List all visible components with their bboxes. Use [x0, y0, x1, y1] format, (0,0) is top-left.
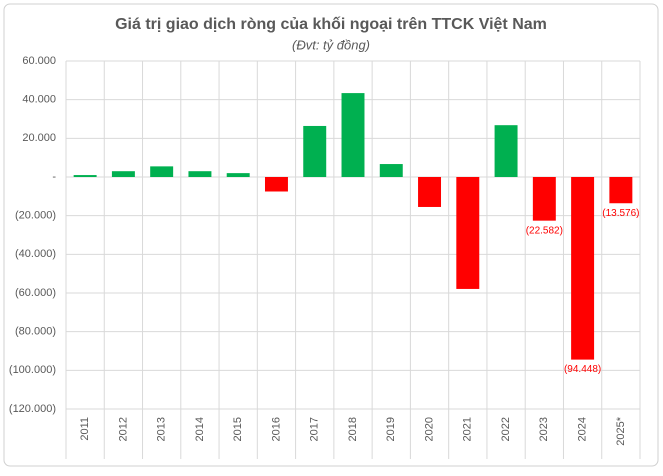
- y-tick-label: -: [52, 171, 56, 183]
- y-tick-label: (60.000): [15, 287, 56, 299]
- bar: [418, 177, 442, 207]
- x-tick-label: 2012: [117, 417, 129, 441]
- x-tick-label: 2013: [156, 417, 168, 441]
- y-tick-label: (80.000): [15, 326, 56, 338]
- bar: [571, 177, 595, 360]
- x-tick-label: 2019: [385, 417, 397, 441]
- x-tick-label: 2018: [347, 417, 359, 441]
- bar: [456, 177, 480, 289]
- x-tick-label: 2023: [538, 417, 550, 441]
- chart-border: [3, 3, 659, 467]
- y-tick-label: (120.000): [9, 403, 56, 415]
- x-tick-label: 2025*: [615, 416, 627, 445]
- x-tick-label: 2011: [79, 417, 91, 441]
- bar: [341, 93, 365, 177]
- x-tick-label: 2016: [270, 417, 282, 441]
- x-tick-label: 2014: [194, 417, 206, 441]
- bar: [111, 171, 135, 177]
- y-tick-label: (20.000): [15, 210, 56, 222]
- x-tick-label: 2021: [462, 417, 474, 441]
- value-label: (13.576): [602, 208, 639, 219]
- bar: [532, 177, 556, 221]
- y-tick-label: 40.000: [22, 94, 56, 106]
- x-tick-label: 2015: [232, 417, 244, 441]
- bar: [73, 175, 97, 177]
- bar: [379, 164, 403, 177]
- value-label: (94.448): [564, 364, 601, 375]
- bar: [226, 173, 250, 177]
- bar: [303, 125, 327, 177]
- bar: [609, 177, 633, 204]
- x-tick-label: 2022: [500, 417, 512, 441]
- chart-subtitle: (Đvt: tỷ đồng): [292, 37, 370, 52]
- y-tick-label: 20.000: [22, 132, 56, 144]
- bar: [150, 166, 174, 177]
- y-tick-label: (40.000): [15, 248, 56, 260]
- x-tick-label: 2024: [577, 417, 589, 441]
- y-tick-label: 60.000: [22, 55, 56, 67]
- value-label: (22.582): [526, 225, 563, 236]
- x-tick-label: 2017: [309, 417, 321, 441]
- bar: [494, 125, 518, 177]
- chart-title: Giá trị giao dịch ròng của khối ngoại tr…: [115, 16, 547, 33]
- x-tick-label: 2020: [423, 417, 435, 441]
- bar: [264, 177, 288, 192]
- bar: [188, 171, 212, 177]
- y-tick-label: (100.000): [9, 364, 56, 376]
